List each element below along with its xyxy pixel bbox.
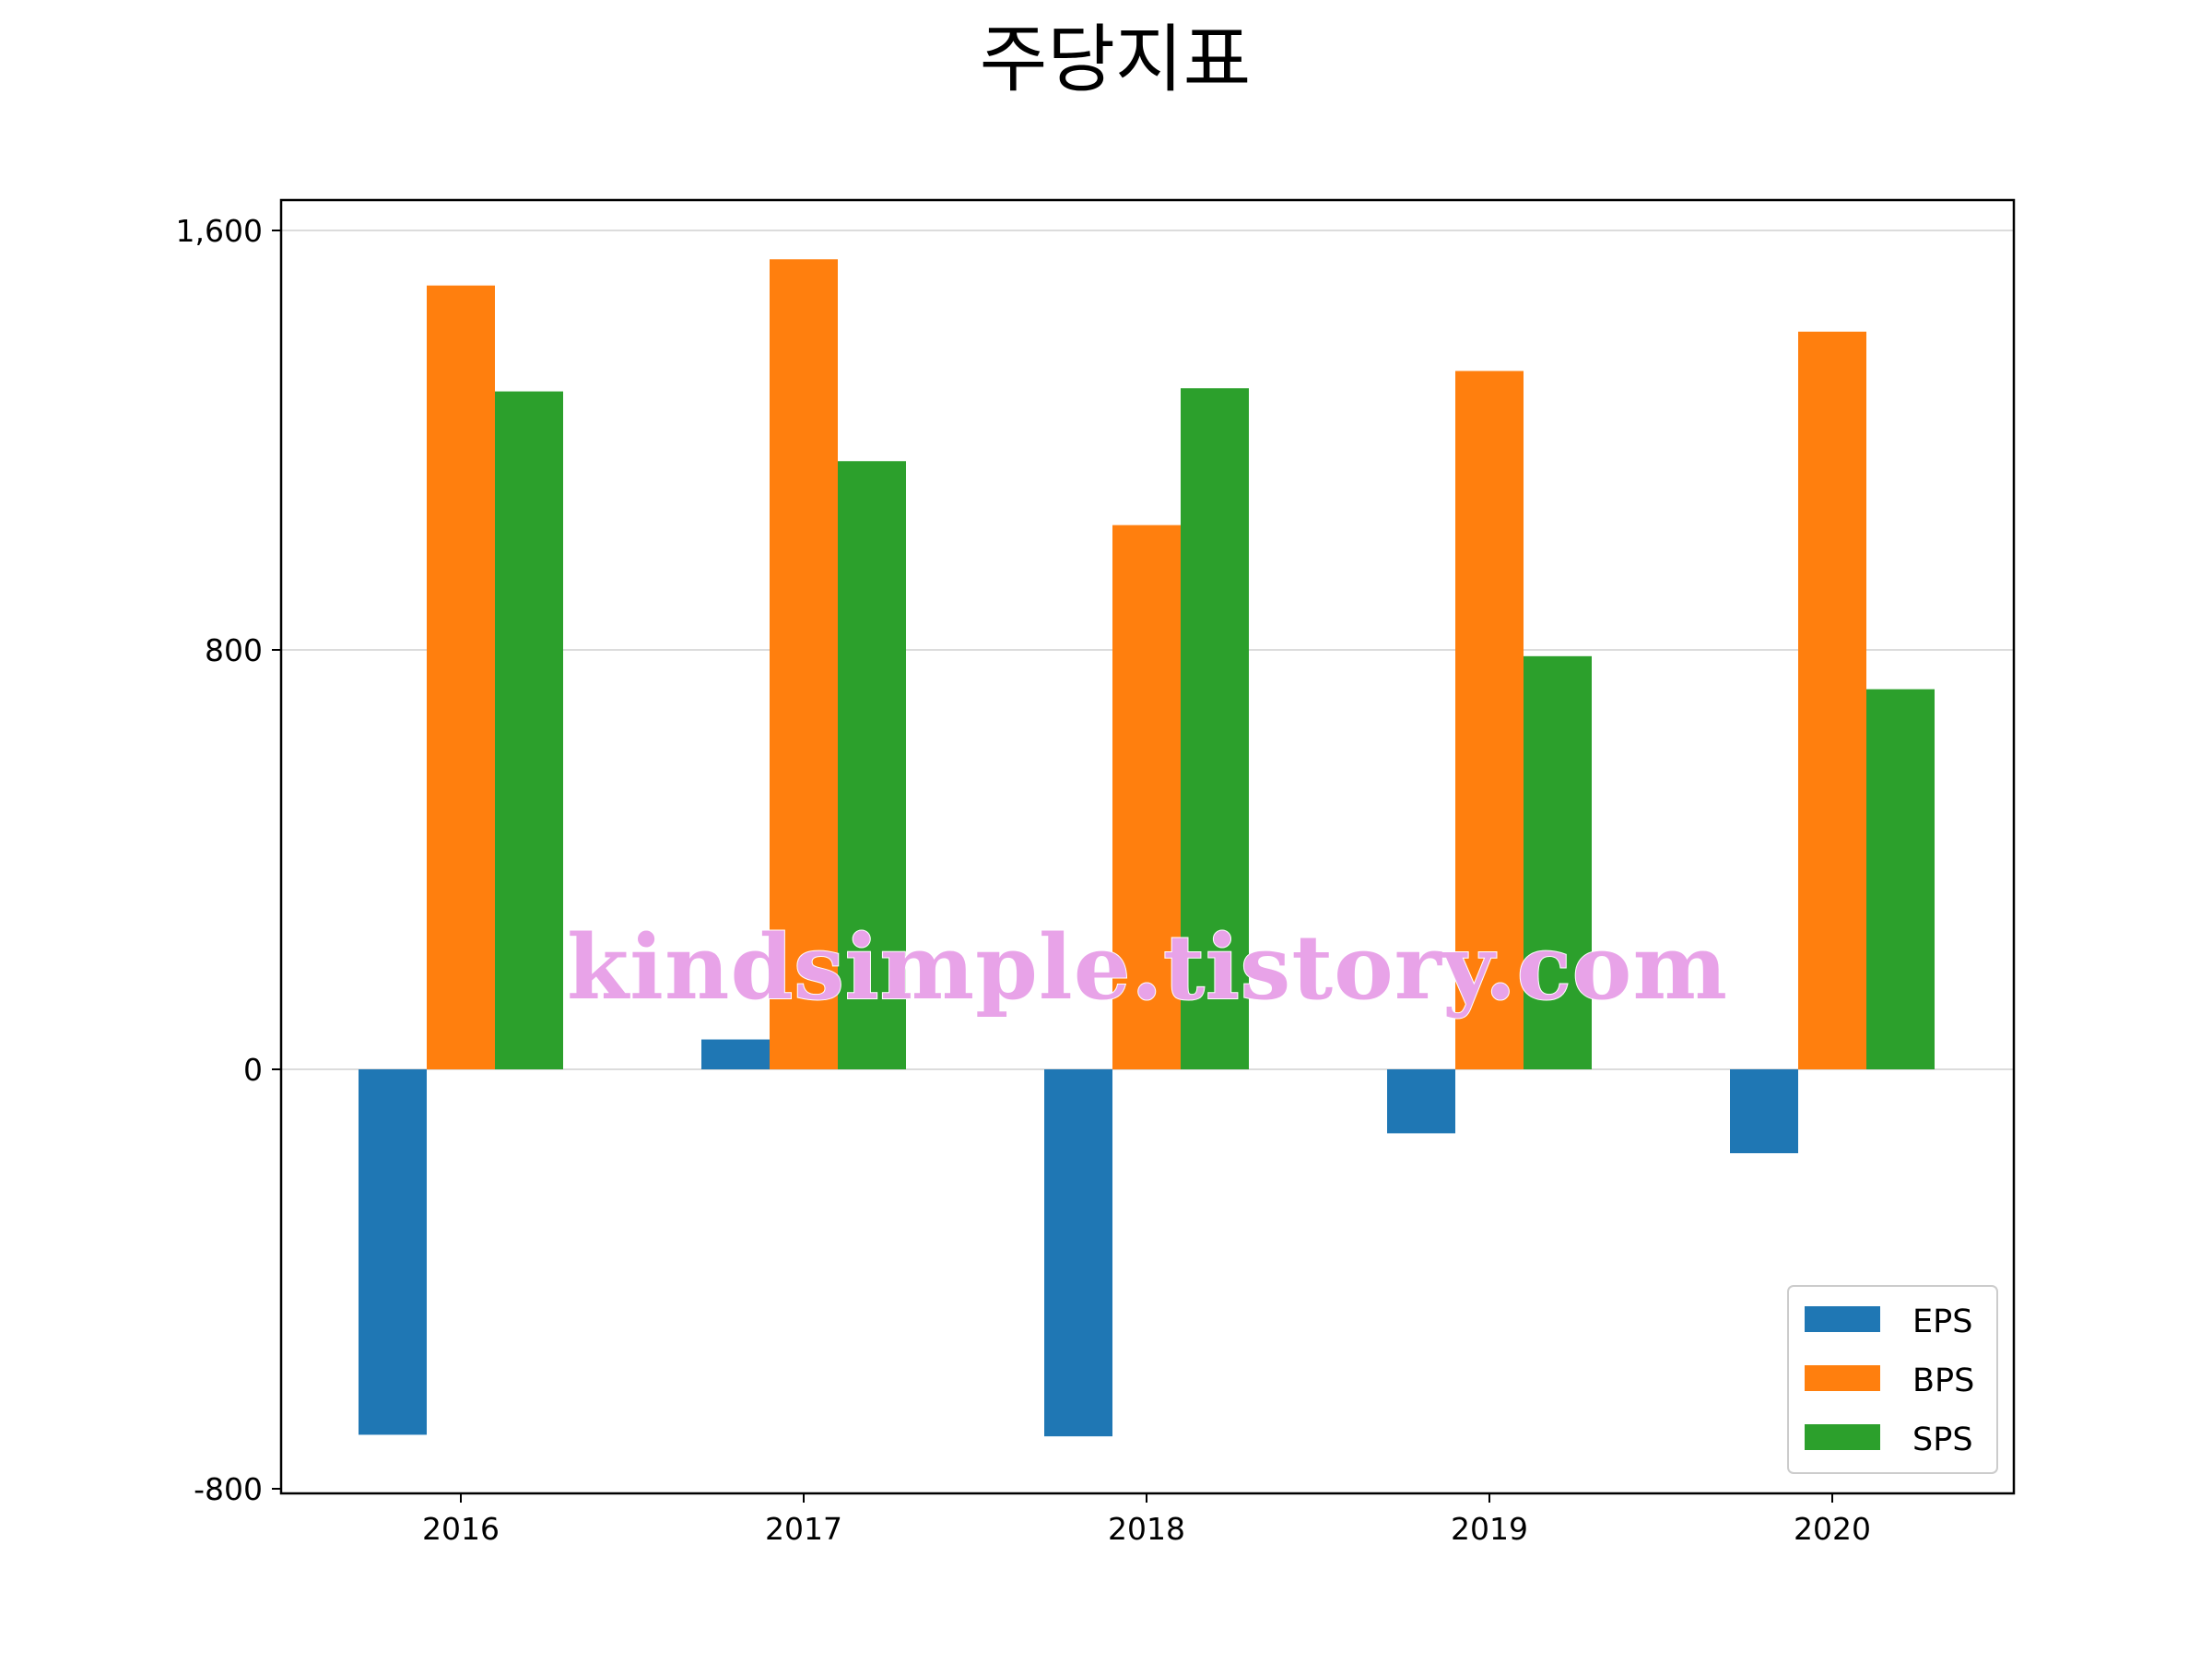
legend: EPS BPS SPS: [1787, 1285, 1998, 1474]
x-tick-label: 2018: [1108, 1511, 1185, 1547]
bar-eps-2019: [1387, 1069, 1455, 1134]
bar-sps-2017: [838, 461, 906, 1069]
chart-title: 주당지표: [980, 17, 1251, 102]
bar-bps-2019: [1455, 371, 1524, 1069]
bar-eps-2016: [359, 1069, 427, 1435]
y-tick-label: 800: [205, 632, 263, 668]
bar-eps-2020: [1730, 1069, 1798, 1153]
legend-label-eps: EPS: [1912, 1303, 1972, 1340]
legend-label-bps: BPS: [1912, 1362, 1974, 1399]
x-tick-label: 2017: [765, 1511, 842, 1547]
bar-sps-2016: [495, 391, 563, 1069]
y-tick-label: -800: [194, 1471, 263, 1507]
legend-swatch-eps: [1805, 1306, 1880, 1332]
legend-label-sps: SPS: [1912, 1421, 1973, 1458]
x-tick-label: 2020: [1794, 1511, 1871, 1547]
bars-layer: [359, 259, 1935, 1437]
bar-bps-2020: [1798, 331, 1866, 1069]
bar-bps-2017: [770, 259, 838, 1069]
x-axis: 2016 2017 2018 2019 2020: [422, 1493, 1871, 1547]
bar-eps-2017: [701, 1039, 770, 1069]
bar-sps-2018: [1181, 388, 1249, 1070]
bar-bps-2018: [1112, 525, 1181, 1069]
bar-sps-2019: [1524, 655, 1592, 1069]
bar-eps-2018: [1044, 1069, 1112, 1437]
y-tick-label: 1,600: [176, 213, 263, 249]
bar-bps-2016: [427, 285, 495, 1069]
x-tick-label: 2019: [1451, 1511, 1528, 1547]
y-axis: -800 0 800 1,600: [176, 213, 281, 1507]
legend-swatch-bps: [1805, 1365, 1880, 1391]
y-tick-label: 0: [243, 1052, 263, 1088]
legend-swatch-sps: [1805, 1424, 1880, 1450]
bar-sps-2020: [1866, 689, 1935, 1069]
watermark-text: kindsimple.tistory.com: [567, 915, 1728, 1020]
x-tick-label: 2016: [422, 1511, 500, 1547]
